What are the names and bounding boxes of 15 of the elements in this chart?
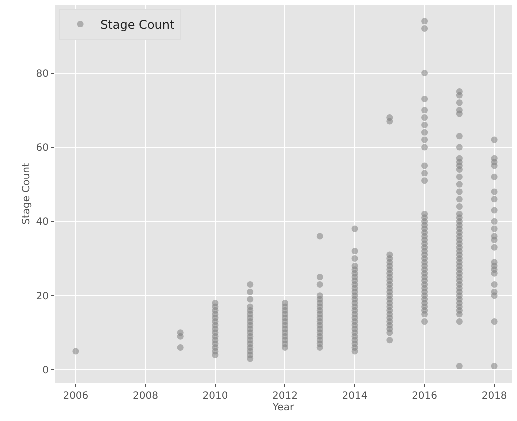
y-tick-label: 60 [36,142,49,154]
y-tick-label: 40 [36,217,49,228]
x-axis-title: Year [272,402,295,414]
x-tick-label: 2014 [342,391,368,402]
x-tick-label: 2010 [202,391,228,402]
y-tick-label: 80 [36,68,49,80]
x-tick-label: 2008 [132,391,158,402]
y-tick-label: 20 [36,291,49,302]
x-tick-label: 2016 [412,391,438,402]
y-axis-title: Stage Count [21,163,32,225]
legend-label: Stage Count [100,18,175,32]
y-tick-label: 0 [42,366,49,377]
x-tick-label: 2006 [63,391,89,402]
x-tick-label: 2018 [482,391,508,402]
x-tick-label: 2012 [272,391,298,402]
